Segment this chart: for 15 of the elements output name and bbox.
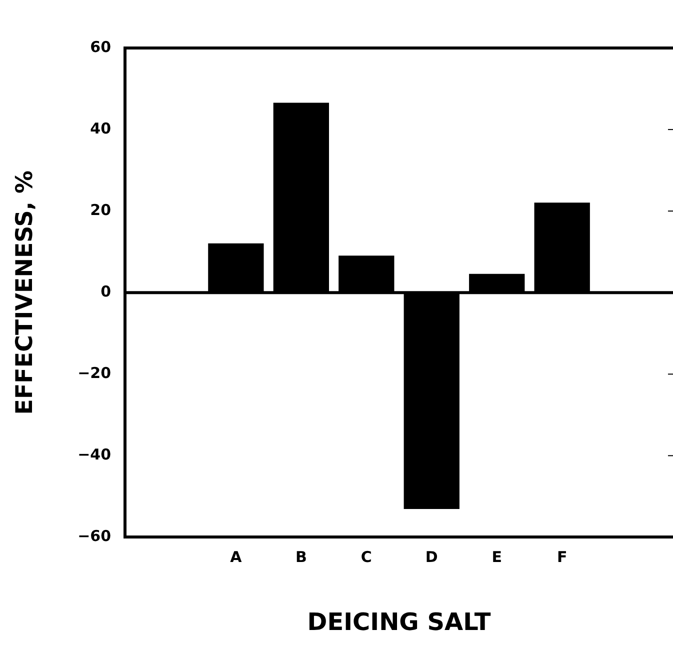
x-tick-label: F	[556, 548, 568, 566]
x-tick-label: A	[230, 548, 242, 566]
y-tick-label: 60	[90, 38, 112, 56]
x-tick-label: B	[295, 548, 307, 566]
y-tick-label: 0	[100, 282, 112, 300]
y-tick-label: −20	[78, 364, 112, 382]
x-tick-label: D	[425, 548, 438, 566]
y-axis-title: EFFECTIVENESS, %	[12, 170, 38, 415]
y-tick-label: 40	[90, 119, 112, 138]
x-tick-label: C	[360, 548, 372, 566]
x-tick-label: E	[492, 548, 502, 566]
y-tick-label: −40	[78, 446, 112, 464]
y-tick-label: −60	[78, 527, 112, 546]
x-axis-title: DEICING SALT	[307, 608, 492, 636]
y-tick-label: 20	[90, 200, 112, 219]
